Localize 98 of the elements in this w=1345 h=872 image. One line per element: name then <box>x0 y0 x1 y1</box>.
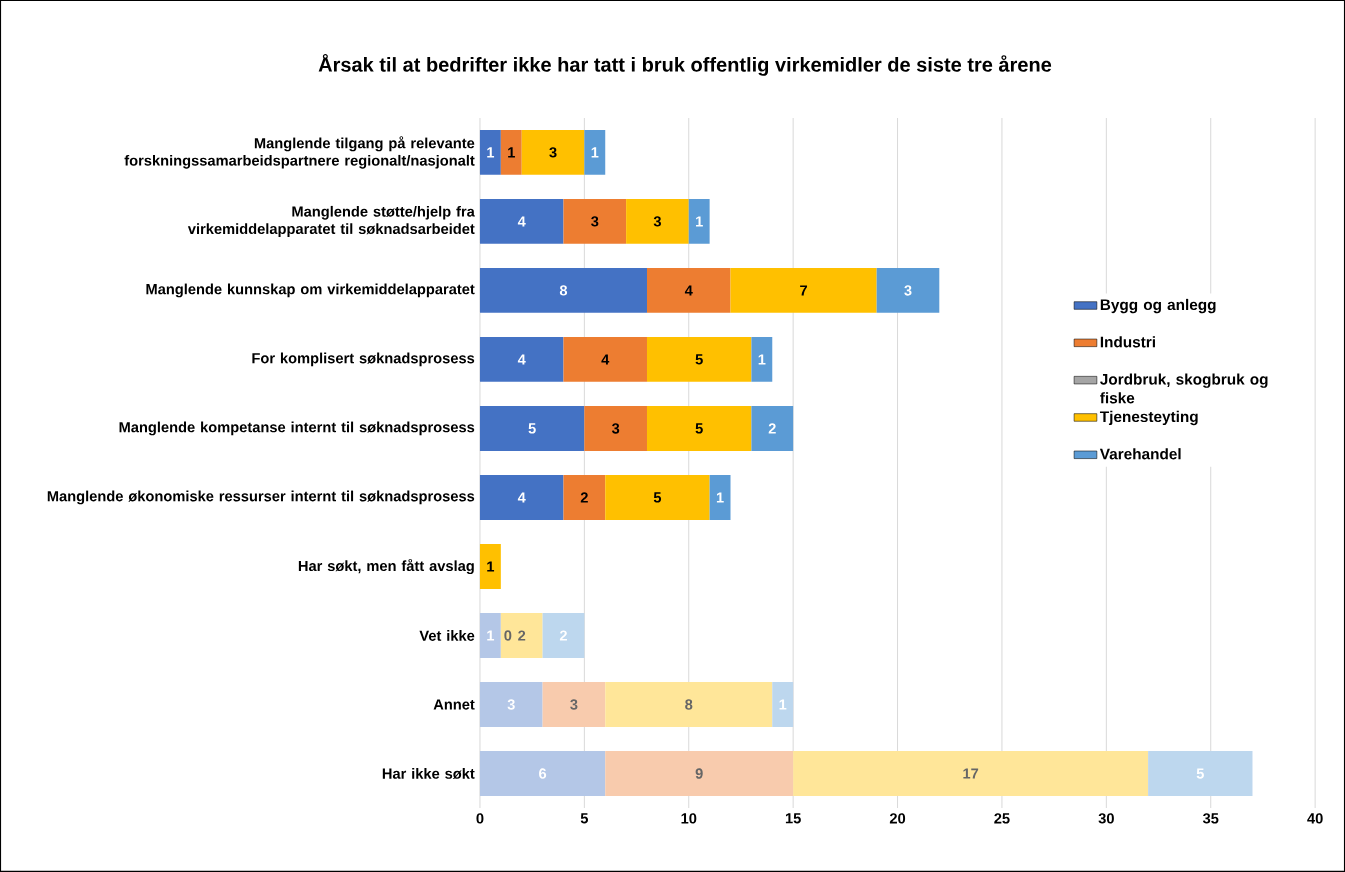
bar <box>646 406 752 451</box>
x-tick-label: 15 <box>785 813 801 824</box>
data-label: 5 <box>1196 768 1204 779</box>
data-label: 1 <box>487 147 495 158</box>
bar <box>1148 751 1253 797</box>
y-tick-label: Annet <box>433 699 475 710</box>
data-label: 8 <box>559 285 568 296</box>
data-label: 3 <box>507 699 515 710</box>
bar <box>646 268 731 313</box>
data-label: 5 <box>528 423 536 434</box>
data-label: 4 <box>517 216 526 227</box>
data-label: 1 <box>758 354 766 365</box>
data-label: 2 <box>580 492 588 503</box>
bar <box>479 613 501 658</box>
x-tick-label: 5 <box>580 813 589 824</box>
data-label: 6 <box>539 768 547 779</box>
bar <box>500 130 522 175</box>
bar <box>500 613 543 658</box>
data-label: 8 <box>685 699 693 710</box>
y-tick-label: Manglende støtte/hjelp fra virkemiddelapparatet til søknadsarbeidet <box>187 205 475 237</box>
bar <box>772 682 794 727</box>
x-tick-label: 20 <box>889 813 906 824</box>
legend-label: Industri <box>1100 336 1155 348</box>
data-label: 4 <box>684 285 693 296</box>
data-label: 7 <box>800 285 808 296</box>
bar <box>793 751 1149 797</box>
bar <box>605 682 773 727</box>
y-tick-label: For komplisert søknadsprosess <box>252 352 475 367</box>
bar <box>563 337 647 382</box>
data-label: 9 <box>695 768 703 779</box>
data-label: 4 <box>601 354 610 365</box>
bar <box>688 199 710 244</box>
data-label: 2 <box>518 630 526 641</box>
y-tick-label: Manglende økonomiske ressurser internt til søknadsprosess <box>47 490 475 505</box>
x-tick-label: 30 <box>1098 813 1114 824</box>
bar <box>876 268 940 313</box>
data-label: 4 <box>517 492 526 503</box>
bar <box>479 751 606 797</box>
x-tick-label: 0 <box>476 813 484 824</box>
bar <box>479 268 647 313</box>
bar <box>479 199 564 244</box>
x-tick-label: 25 <box>994 813 1010 824</box>
data-label: 3 <box>549 147 557 158</box>
data-label: 2 <box>768 423 776 434</box>
data-label: 1 <box>487 630 495 641</box>
bar <box>584 130 606 175</box>
y-tick-label: Manglende kompetanse internt til søknadsprosess <box>119 421 475 436</box>
y-tick-label: Har ikke søkt <box>382 768 475 780</box>
data-label: 3 <box>570 699 578 710</box>
data-label: 3 <box>653 216 661 227</box>
x-tick-label: 40 <box>1307 813 1323 824</box>
legend-label: Varehandel <box>1099 448 1181 460</box>
y-tick-label: Manglende tilgang på relevante forskningssamarbeidspartnere regionalt/nasjonalt <box>124 136 475 169</box>
bar <box>709 475 731 520</box>
bar <box>479 406 585 451</box>
bar <box>521 130 585 175</box>
data-label: 5 <box>653 492 662 503</box>
bar <box>479 544 501 589</box>
data-label: 17 <box>963 768 979 779</box>
bar <box>563 475 606 520</box>
bar <box>479 475 564 520</box>
annotation: 0 <box>504 630 512 641</box>
data-label: 5 <box>695 354 703 365</box>
data-label: 1 <box>591 147 599 158</box>
bar <box>730 268 877 313</box>
bar <box>751 406 794 451</box>
data-label: 1 <box>716 492 724 503</box>
chart-title: Årsak til at bedrifter ikke har tatt i bruk offentlig virkemidler de siste tre årene <box>318 53 1052 76</box>
data-label: 3 <box>591 216 599 227</box>
data-label: 1 <box>487 561 495 572</box>
bar <box>605 475 710 520</box>
bar <box>751 337 773 382</box>
bar <box>605 751 794 797</box>
y-tick-label: Har søkt, men fått avslag <box>298 558 474 575</box>
bar <box>646 337 752 382</box>
y-tick-label: Manglende kunnskap om virkemiddelapparatet <box>146 283 475 298</box>
data-label: 1 <box>696 216 703 227</box>
x-tick-label: 35 <box>1202 813 1219 824</box>
legend-label: Bygg og anlegg <box>1100 298 1216 314</box>
bar <box>479 130 501 175</box>
bar <box>626 199 689 244</box>
y-tick-label: Vet ikke <box>419 630 475 641</box>
bar <box>542 613 585 658</box>
bar <box>584 406 647 451</box>
data-label: 3 <box>611 423 620 434</box>
data-label: 1 <box>779 699 787 710</box>
data-label: 3 <box>904 285 912 296</box>
bar <box>479 337 564 382</box>
bar <box>479 682 543 727</box>
legend-label: Tjenesteyting <box>1099 410 1198 426</box>
bar <box>542 682 606 727</box>
data-label: 2 <box>559 630 567 641</box>
legend-label: Jordbruk, skogbruk og fiske <box>1100 373 1268 404</box>
data-label: 1 <box>508 147 515 158</box>
x-tick-label: 10 <box>681 813 697 824</box>
data-label: 5 <box>695 423 703 434</box>
bar <box>563 199 627 244</box>
data-label: 4 <box>517 354 526 365</box>
